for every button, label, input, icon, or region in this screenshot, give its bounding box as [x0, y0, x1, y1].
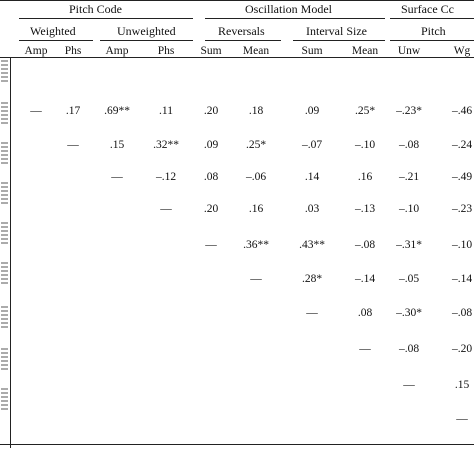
table-cell: –.23*: [396, 105, 422, 117]
table-cell: –.05: [398, 273, 420, 285]
row-label-fragment: [1, 102, 8, 124]
table-cell: .14: [304, 171, 320, 183]
subgroup-unweighted: Unweighted: [117, 24, 176, 38]
oscillation-model-rule: [205, 18, 385, 19]
table-cell: –.46: [451, 105, 473, 117]
diagonal-dash: —: [160, 203, 172, 215]
table-cell: –.12: [155, 171, 177, 183]
top-rule: [0, 0, 474, 1]
diagonal-dash: —: [67, 139, 79, 151]
group-header-pitch-code: Pitch Code: [69, 2, 122, 16]
group-header-surface: Surface Cc: [401, 2, 454, 16]
table-cell: –.23: [451, 203, 473, 215]
diagonal-dash: —: [205, 239, 217, 251]
reversals-rule: [205, 40, 281, 41]
weighted-rule: [19, 40, 93, 41]
subgroup-pitch: Pitch: [421, 24, 446, 38]
table-cell: .15: [109, 139, 125, 151]
subgroup-weighted: Weighted: [30, 24, 76, 38]
diagonal-dash: —: [456, 413, 468, 425]
table-cell: –.14: [451, 273, 473, 285]
table-cell: .28*: [301, 273, 323, 285]
column-header: Mean: [242, 45, 270, 57]
table-cell: .43**: [299, 239, 325, 251]
row-label-fragment: [1, 306, 8, 328]
diagonal-dash: —: [403, 379, 415, 391]
pitch-code-rule: [19, 18, 193, 19]
table-cell: –.10: [398, 203, 420, 215]
table-cell: .16: [248, 203, 264, 215]
table-cell: .18: [248, 105, 264, 117]
column-header: Sum: [200, 45, 222, 57]
interval-size-rule: [293, 40, 385, 41]
unweighted-rule: [100, 40, 193, 41]
table-cell: .69**: [104, 105, 130, 117]
table-cell: .17: [65, 105, 81, 117]
row-label-fragment: [1, 142, 8, 164]
table-cell: –.07: [301, 139, 323, 151]
row-label-fragment: [1, 222, 8, 244]
table-cell: .20: [203, 203, 219, 215]
column-header: Amp: [24, 45, 48, 57]
table-cell: –.20: [451, 343, 473, 355]
table-cell: –.10: [354, 139, 376, 151]
column-header: Mean: [351, 45, 379, 57]
column-header: Sum: [301, 45, 323, 57]
column-header: Phs: [64, 45, 82, 57]
table-cell: –.31*: [396, 239, 422, 251]
column-header: Amp: [105, 45, 129, 57]
row-label-fragment: [1, 388, 8, 410]
table-cell: –.06: [245, 171, 267, 183]
diagonal-dash: —: [306, 307, 318, 319]
table-cell: –.49: [451, 171, 473, 183]
table-cell: –.08: [398, 139, 420, 151]
row-label-fragment: [1, 262, 8, 284]
row-label-stub: [0, 58, 11, 448]
table-cell: –.30*: [396, 307, 422, 319]
column-header: Phs: [157, 45, 175, 57]
table-cell: –.21: [398, 171, 420, 183]
pitch-rule: [390, 40, 474, 41]
column-header: Wg: [453, 45, 471, 57]
row-label-fragment: [1, 348, 8, 370]
table-cell: .25*: [354, 105, 376, 117]
header-rule: [0, 57, 474, 58]
table-cell: .11: [159, 105, 173, 117]
table-cell: .32**: [153, 139, 179, 151]
table-cell: –.10: [451, 239, 473, 251]
table-cell: –.08: [354, 239, 376, 251]
row-label-fragment: [1, 182, 8, 204]
group-header-oscillation-model: Oscillation Model: [245, 2, 332, 16]
table-cell: .16: [357, 171, 373, 183]
table-cell: –.13: [354, 203, 376, 215]
table-cell: .08: [203, 171, 219, 183]
table-cell: .09: [304, 105, 320, 117]
table-cell: .25*: [245, 139, 267, 151]
table-cell: –.08: [398, 343, 420, 355]
table-cell: .15: [454, 379, 470, 391]
column-header: Unw: [397, 45, 421, 57]
row-label-fragment: [1, 60, 8, 82]
bottom-rule: [0, 444, 474, 445]
table-cell: .20: [203, 105, 219, 117]
subgroup-interval-size: Interval Size: [306, 24, 367, 38]
table-cell: .03: [304, 203, 320, 215]
table-cell: .09: [203, 139, 219, 151]
diagonal-dash: —: [30, 105, 42, 117]
diagonal-dash: —: [359, 343, 371, 355]
table-cell: .36**: [243, 239, 269, 251]
diagonal-dash: —: [111, 171, 123, 183]
surface-rule: [390, 18, 474, 19]
table-cell: –.08: [451, 307, 473, 319]
table-cell: –.24: [451, 139, 473, 151]
subgroup-reversals: Reversals: [218, 24, 265, 38]
diagonal-dash: —: [250, 273, 262, 285]
table-cell: .08: [357, 307, 373, 319]
table-cell: –.14: [354, 273, 376, 285]
